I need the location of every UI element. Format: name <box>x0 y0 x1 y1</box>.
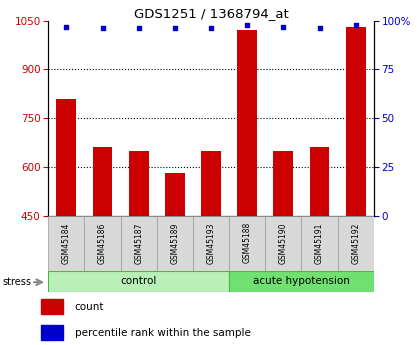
Bar <box>237 30 257 216</box>
Bar <box>165 173 185 216</box>
Text: GSM45189: GSM45189 <box>171 222 179 264</box>
Bar <box>84 216 121 271</box>
Point <box>135 26 142 31</box>
Text: GSM45193: GSM45193 <box>207 222 215 264</box>
Point <box>244 22 251 27</box>
Bar <box>48 271 229 292</box>
Bar <box>229 271 374 292</box>
Bar <box>121 216 157 271</box>
Text: stress: stress <box>2 277 31 287</box>
Bar <box>265 216 302 271</box>
Text: count: count <box>75 302 104 312</box>
Text: GSM45186: GSM45186 <box>98 222 107 264</box>
Bar <box>302 216 338 271</box>
Bar <box>56 99 76 216</box>
Text: GSM45192: GSM45192 <box>351 222 360 264</box>
Bar <box>273 151 293 216</box>
Bar <box>346 27 366 216</box>
Text: GSM45187: GSM45187 <box>134 222 143 264</box>
Bar <box>201 151 221 216</box>
Text: GSM45191: GSM45191 <box>315 222 324 264</box>
Bar <box>193 216 229 271</box>
Bar <box>157 216 193 271</box>
Bar <box>129 151 149 216</box>
Point <box>280 24 287 29</box>
Text: GSM45188: GSM45188 <box>243 222 252 264</box>
Point <box>171 26 178 31</box>
Title: GDS1251 / 1368794_at: GDS1251 / 1368794_at <box>134 7 289 20</box>
Bar <box>92 147 113 216</box>
Text: acute hypotension: acute hypotension <box>253 276 350 286</box>
Text: GSM45190: GSM45190 <box>279 222 288 264</box>
Bar <box>48 216 84 271</box>
Bar <box>229 216 265 271</box>
Point <box>208 26 215 31</box>
Text: control: control <box>121 276 157 286</box>
Bar <box>310 147 330 216</box>
Point <box>63 24 70 29</box>
Text: GSM45184: GSM45184 <box>62 222 71 264</box>
Point <box>316 26 323 31</box>
Bar <box>338 216 374 271</box>
Text: percentile rank within the sample: percentile rank within the sample <box>75 328 251 337</box>
Point <box>99 26 106 31</box>
Bar <box>41 325 63 340</box>
Bar <box>41 299 63 314</box>
Point <box>352 22 359 27</box>
